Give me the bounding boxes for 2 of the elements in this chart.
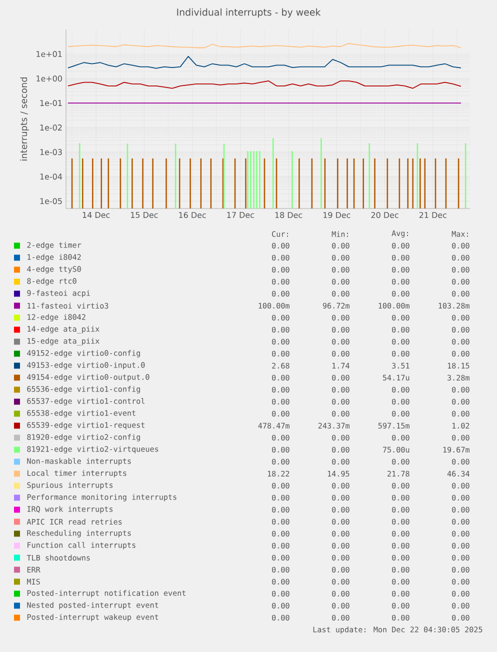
chart-title: Individual interrupts - by week	[177, 8, 321, 18]
y-axis-title: interrupts / second	[20, 77, 29, 160]
